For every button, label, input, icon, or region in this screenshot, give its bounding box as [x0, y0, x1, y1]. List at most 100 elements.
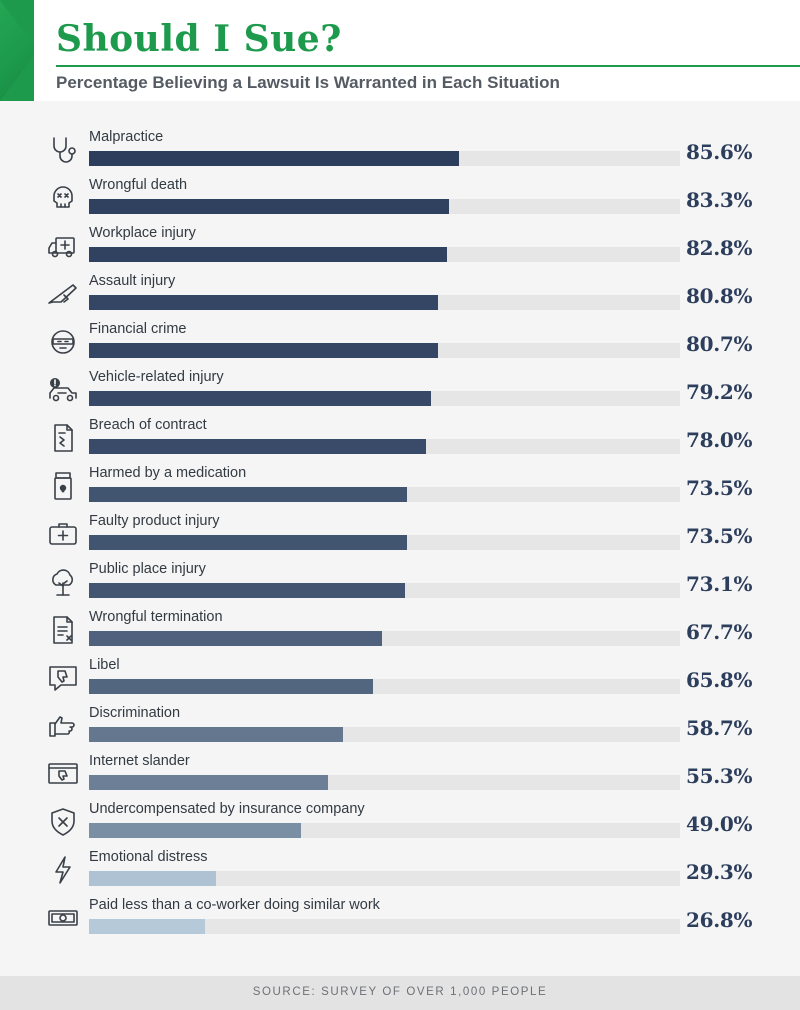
money-bill-icon	[46, 901, 80, 935]
bar-track	[89, 391, 680, 406]
bar-label: Undercompensated by insurance company	[89, 801, 365, 817]
bar-track	[89, 823, 680, 838]
bar-row: Vehicle-related injury 79.2%	[0, 369, 800, 417]
bar-label: Paid less than a co-worker doing similar…	[89, 897, 380, 913]
bar	[89, 391, 432, 406]
bar-row: Harmed by a medication 73.5%	[0, 465, 800, 513]
bar-track	[89, 247, 680, 262]
bar-track	[89, 679, 680, 694]
bar-label: Faulty product injury	[89, 513, 220, 529]
bar-track	[89, 775, 680, 790]
bar-row: Wrongful death 83.3%	[0, 177, 800, 225]
bar-label: Vehicle-related injury	[89, 369, 224, 385]
footer: SOURCE: SURVEY OF OVER 1,000 PEOPLE	[0, 976, 800, 1010]
stethoscope-icon	[46, 133, 80, 167]
masked-robber-icon	[46, 325, 80, 359]
bar-label: Wrongful termination	[89, 609, 223, 625]
bar-label: Emotional distress	[89, 849, 208, 865]
bar-label: Financial crime	[89, 321, 187, 337]
bar-row: Assault injury 80.8%	[0, 273, 800, 321]
skull-icon	[46, 181, 80, 215]
bar-row: Public place injury 73.1%	[0, 561, 800, 609]
bar-track	[89, 727, 680, 742]
bar-track	[89, 631, 680, 646]
lightning-icon	[46, 853, 80, 887]
bar-track	[89, 871, 680, 886]
bar-value-label: 73.1%	[686, 572, 753, 596]
bar-value-label: 83.3%	[686, 188, 753, 212]
screen-thumbs-down-icon	[46, 757, 80, 791]
bar	[89, 247, 447, 262]
bar	[89, 535, 407, 550]
bar-track	[89, 535, 680, 550]
bar-value-label: 85.6%	[686, 140, 753, 164]
bar-track	[89, 919, 680, 934]
bar-track	[89, 583, 680, 598]
bar	[89, 295, 439, 310]
bar-label: Public place injury	[89, 561, 206, 577]
bar-value-label: 65.8%	[686, 668, 753, 692]
first-aid-kit-icon	[46, 517, 80, 551]
source-note: SOURCE: SURVEY OF OVER 1,000 PEOPLE	[252, 986, 548, 998]
tree-icon	[46, 565, 80, 599]
title-rule	[56, 65, 800, 67]
bar-value-label: 49.0%	[686, 812, 753, 836]
bar-row: Libel 65.8%	[0, 657, 800, 705]
bar-label: Internet slander	[89, 753, 190, 769]
shield-x-icon	[46, 805, 80, 839]
pointing-hand-icon	[46, 709, 80, 743]
bar-value-label: 79.2%	[686, 380, 753, 404]
chart-panel: Malpractice 85.6% Wrongful death 83.3% Workp…	[0, 101, 800, 976]
bar-label: Breach of contract	[89, 417, 207, 433]
bar-row: Paid less than a co-worker doing similar…	[0, 897, 800, 945]
bar-track	[89, 295, 680, 310]
bar	[89, 775, 329, 790]
bar-row: Undercompensated by insurance company 49.…	[0, 801, 800, 849]
bar-label: Wrongful death	[89, 177, 188, 193]
bar-row: Malpractice 85.6%	[0, 129, 800, 177]
bar-value-label: 55.3%	[686, 764, 753, 788]
bar-value-label: 58.7%	[686, 716, 753, 740]
speech-thumbs-down-icon	[46, 661, 80, 695]
bar-row: Financial crime 80.7%	[0, 321, 800, 369]
bar-track	[89, 343, 680, 358]
bar-value-label: 80.7%	[686, 332, 753, 356]
header: Should I Sue? Percentage Believing a Law…	[0, 0, 800, 101]
bar-label: Harmed by a medication	[89, 465, 247, 481]
bar	[89, 343, 438, 358]
bar-label: Assault injury	[89, 273, 176, 289]
bar-row: Wrongful termination 67.7%	[0, 609, 800, 657]
bar-value-label: 78.0%	[686, 428, 753, 452]
bar-value-label: 82.8%	[686, 236, 753, 260]
ambulance-icon	[46, 229, 80, 263]
bar-value-label: 73.5%	[686, 476, 753, 500]
bar-track	[89, 151, 680, 166]
bar-row: Emotional distress 29.3%	[0, 849, 800, 897]
bar	[89, 679, 374, 694]
bar	[89, 199, 450, 214]
car-warning-icon	[46, 373, 80, 407]
bar-row: Faulty product injury 73.5%	[0, 513, 800, 561]
bar	[89, 919, 205, 934]
bar	[89, 487, 407, 502]
bar-row: Internet slander 55.3%	[0, 753, 800, 801]
bar-track	[89, 439, 680, 454]
bar	[89, 583, 405, 598]
bar-track	[89, 487, 680, 502]
medicine-bottle-icon	[46, 469, 80, 503]
bar-value-label: 80.8%	[686, 284, 753, 308]
bar-label: Libel	[89, 657, 120, 673]
bar	[89, 631, 382, 646]
bar-row: Breach of contract 78.0%	[0, 417, 800, 465]
bar-row: Discrimination 58.7%	[0, 705, 800, 753]
bar-value-label: 67.7%	[686, 620, 753, 644]
document-x-icon	[46, 613, 80, 647]
knife-icon	[46, 277, 80, 311]
bar-row: Workplace injury 82.8%	[0, 225, 800, 273]
bar-track	[89, 199, 680, 214]
bar	[89, 871, 216, 886]
chart-subtitle: Percentage Believing a Lawsuit Is Warran…	[56, 73, 560, 92]
chart-title: Should I Sue?	[56, 18, 342, 60]
bar	[89, 727, 343, 742]
bar-value-label: 26.8%	[686, 908, 753, 932]
